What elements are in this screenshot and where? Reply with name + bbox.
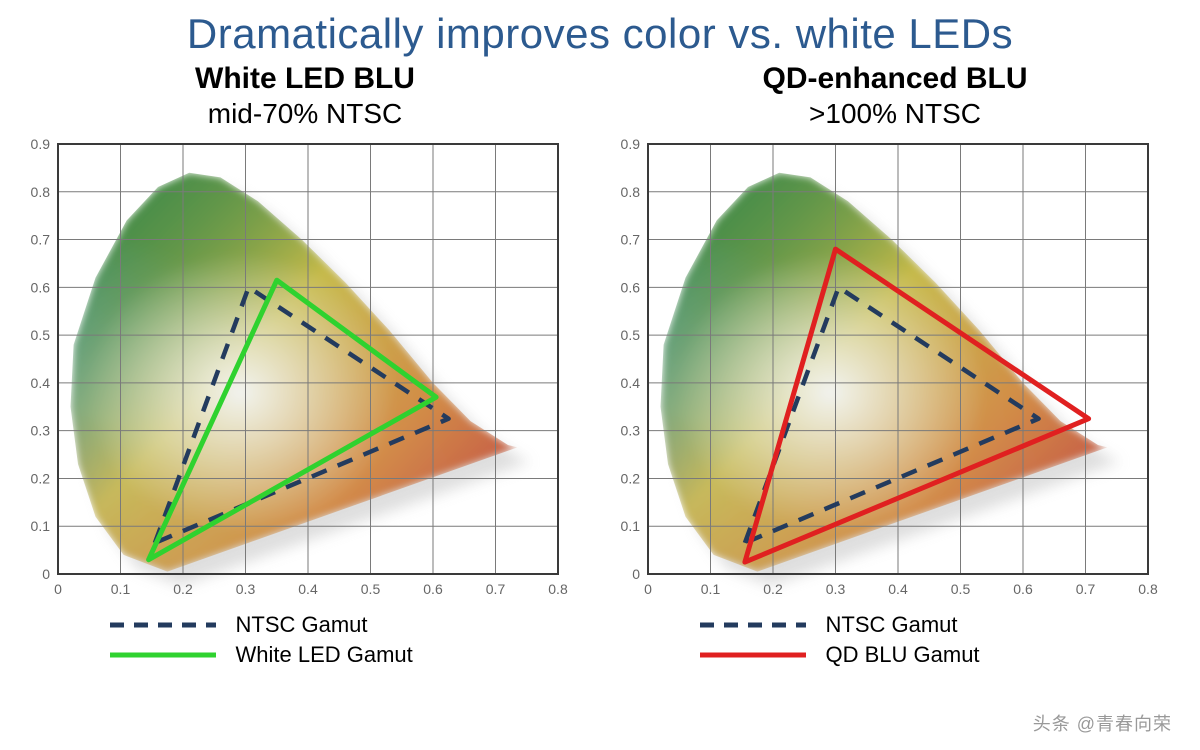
watermark: 头条 @青春向荣 <box>1033 710 1172 736</box>
panel-heading: QD-enhanced BLU <box>608 62 1183 96</box>
svg-text:0.3: 0.3 <box>235 581 255 597</box>
panel-subheading: >100% NTSC <box>608 98 1183 130</box>
svg-text:0.2: 0.2 <box>173 581 193 597</box>
svg-text:0.2: 0.2 <box>620 470 640 486</box>
svg-text:0.9: 0.9 <box>30 136 50 152</box>
svg-text:0.7: 0.7 <box>620 232 640 248</box>
svg-text:0.8: 0.8 <box>548 581 568 597</box>
svg-text:0.5: 0.5 <box>620 327 640 343</box>
svg-text:0.2: 0.2 <box>763 581 783 597</box>
legend-swatch <box>108 612 218 638</box>
svg-text:0: 0 <box>644 581 652 597</box>
svg-text:0.1: 0.1 <box>110 581 130 597</box>
panel-subheading: mid-70% NTSC <box>18 98 593 130</box>
svg-text:0.4: 0.4 <box>298 581 318 597</box>
chart-holder: 0 0.1 0.2 0.3 0.4 0.5 0.6 0.7 0.8 0 0.1 0.2 0.3 0.4 0.… <box>18 134 578 604</box>
page: Dramatically improves color vs. white LE… <box>0 0 1200 750</box>
legend-label: NTSC Gamut <box>236 612 368 638</box>
legend-swatch <box>108 642 218 668</box>
svg-text:0.6: 0.6 <box>30 279 50 295</box>
legend-label: White LED Gamut <box>236 642 413 668</box>
svg-text:0.4: 0.4 <box>30 375 50 391</box>
svg-text:0.8: 0.8 <box>1138 581 1158 597</box>
svg-text:0.3: 0.3 <box>825 581 845 597</box>
legend-swatch <box>698 612 808 638</box>
svg-text:0: 0 <box>632 566 640 582</box>
legend-item: White LED Gamut <box>108 640 593 670</box>
svg-text:0.3: 0.3 <box>30 423 50 439</box>
svg-text:0.2: 0.2 <box>30 470 50 486</box>
legend: NTSC Gamut QD BLU Gamut <box>698 610 1183 670</box>
panel-row: White LED BLU mid-70% NTSC <box>0 58 1200 670</box>
svg-text:0.1: 0.1 <box>30 518 50 534</box>
legend-item: NTSC Gamut <box>698 610 1183 640</box>
panel-qd-enhanced: QD-enhanced BLU >100% NTSC <box>608 58 1183 670</box>
legend-label: NTSC Gamut <box>826 612 958 638</box>
legend-swatch <box>698 642 808 668</box>
legend: NTSC Gamut White LED Gamut <box>108 610 593 670</box>
svg-text:0.5: 0.5 <box>30 327 50 343</box>
svg-text:0.7: 0.7 <box>30 232 50 248</box>
svg-text:0.3: 0.3 <box>620 423 640 439</box>
svg-text:0.8: 0.8 <box>30 184 50 200</box>
legend-label: QD BLU Gamut <box>826 642 980 668</box>
svg-text:0.6: 0.6 <box>620 279 640 295</box>
svg-text:0.6: 0.6 <box>1013 581 1033 597</box>
chromaticity-chart: 0 0.1 0.2 0.3 0.4 0.5 0.6 0.7 0.8 0 0.1 0.2 0.3 0.4 0.… <box>608 134 1168 604</box>
svg-text:0.7: 0.7 <box>485 581 505 597</box>
panel-heading: White LED BLU <box>18 62 593 96</box>
svg-text:0.5: 0.5 <box>950 581 970 597</box>
chromaticity-chart: 0 0.1 0.2 0.3 0.4 0.5 0.6 0.7 0.8 0 0.1 0.2 0.3 0.4 0.… <box>18 134 578 604</box>
svg-text:0: 0 <box>42 566 50 582</box>
svg-text:0.7: 0.7 <box>1075 581 1095 597</box>
svg-text:0.4: 0.4 <box>620 375 640 391</box>
panel-white-led: White LED BLU mid-70% NTSC <box>18 58 593 670</box>
chart-holder: 0 0.1 0.2 0.3 0.4 0.5 0.6 0.7 0.8 0 0.1 0.2 0.3 0.4 0.… <box>608 134 1168 604</box>
svg-text:0: 0 <box>54 581 62 597</box>
svg-text:0.5: 0.5 <box>360 581 380 597</box>
legend-item: NTSC Gamut <box>108 610 593 640</box>
page-title: Dramatically improves color vs. white LE… <box>0 0 1200 58</box>
svg-text:0.9: 0.9 <box>620 136 640 152</box>
svg-text:0.1: 0.1 <box>700 581 720 597</box>
svg-text:0.4: 0.4 <box>888 581 908 597</box>
svg-text:0.6: 0.6 <box>423 581 443 597</box>
svg-text:0.8: 0.8 <box>620 184 640 200</box>
svg-text:0.1: 0.1 <box>620 518 640 534</box>
legend-item: QD BLU Gamut <box>698 640 1183 670</box>
